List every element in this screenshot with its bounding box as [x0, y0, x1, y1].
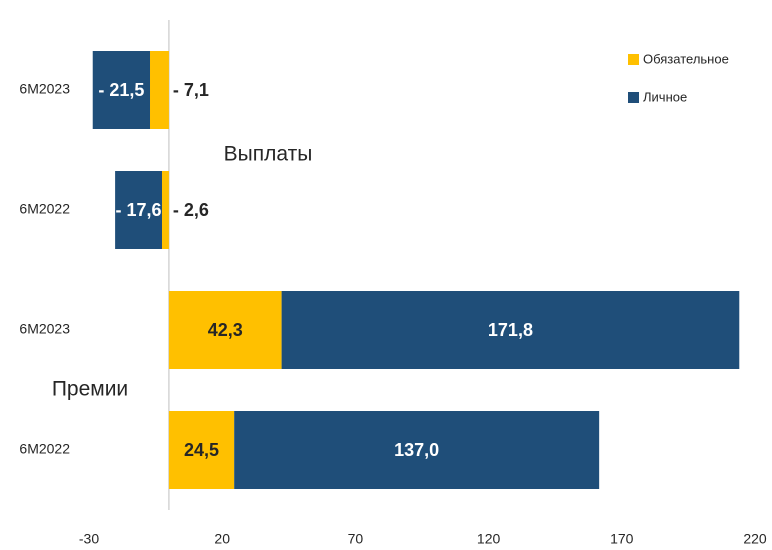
y-tick-label: 6M2023 [19, 81, 70, 97]
data-label: - 7,1 [173, 80, 209, 100]
x-tick-label: 170 [610, 531, 634, 547]
y-tick-label: 6M2022 [19, 201, 70, 217]
x-tick-label: 20 [214, 531, 230, 547]
legend-label: Личное [643, 89, 687, 104]
x-tick-label: 70 [348, 531, 364, 547]
x-tick-label: -30 [79, 531, 99, 547]
data-label: - 2,6 [173, 200, 209, 220]
bar [92, 51, 151, 129]
x-tick-label: 220 [743, 531, 767, 547]
legend-label: Обязательное [643, 51, 729, 66]
bar [168, 291, 282, 369]
bar [150, 51, 169, 129]
y-tick-label: 6M2023 [19, 321, 70, 337]
legend-swatch [628, 92, 639, 103]
data-label: - 17,6 [116, 200, 162, 220]
y-tick-label: 6M2022 [19, 441, 70, 457]
bar [115, 171, 162, 249]
bar [168, 411, 235, 489]
legend-swatch [628, 54, 639, 65]
bar [161, 171, 169, 249]
bar [234, 411, 600, 489]
data-label: 24,5 [184, 440, 219, 460]
annotation: Премии [52, 378, 128, 401]
data-label: 137,0 [394, 440, 439, 460]
annotation: Выплаты [224, 143, 313, 166]
data-label: - 21,5 [98, 80, 144, 100]
bar [281, 291, 740, 369]
x-tick-label: 120 [477, 531, 501, 547]
data-label: 42,3 [208, 320, 243, 340]
data-label: 171,8 [488, 320, 533, 340]
